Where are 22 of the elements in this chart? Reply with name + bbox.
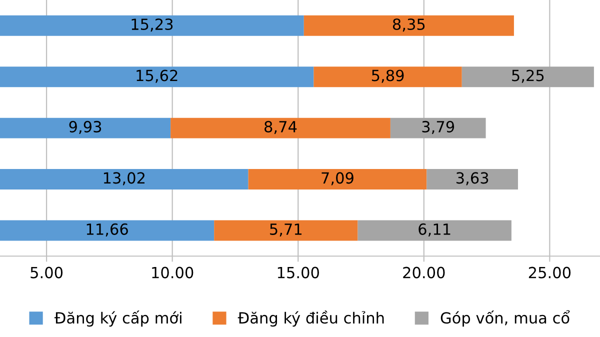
- data-label: 6,11: [418, 223, 450, 236]
- data-label: 11,66: [86, 223, 128, 236]
- data-label: 5,89: [372, 70, 404, 83]
- data-label: 5,25: [512, 70, 544, 83]
- data-label: 8,74: [264, 120, 297, 134]
- data-label: 3,79: [422, 120, 454, 134]
- data-label: 13,02: [104, 172, 144, 186]
- data-label: 8,35: [392, 18, 425, 32]
- data-label: 3,63: [456, 172, 488, 186]
- x-tick-label: 15.00: [278, 266, 319, 278]
- data-label: 15,23: [132, 18, 173, 32]
- x-tick-label: 10.00: [152, 266, 194, 278]
- data-label: 15,62: [136, 70, 178, 83]
- data-label: 5,71: [270, 224, 302, 236]
- x-tick-label: 25.00: [528, 266, 571, 278]
- legend-label: Đăng ký điều chỉnh: [238, 310, 384, 327]
- data-label: 9,93: [69, 120, 102, 134]
- legend-label: Đăng ký cấp mới: [54, 310, 182, 327]
- legend-label: Góp vốn, mua cổ: [440, 310, 570, 327]
- x-tick-label: 5.00: [30, 266, 63, 278]
- data-label: 7,09: [322, 172, 354, 186]
- x-tick-label: 20.00: [403, 266, 445, 278]
